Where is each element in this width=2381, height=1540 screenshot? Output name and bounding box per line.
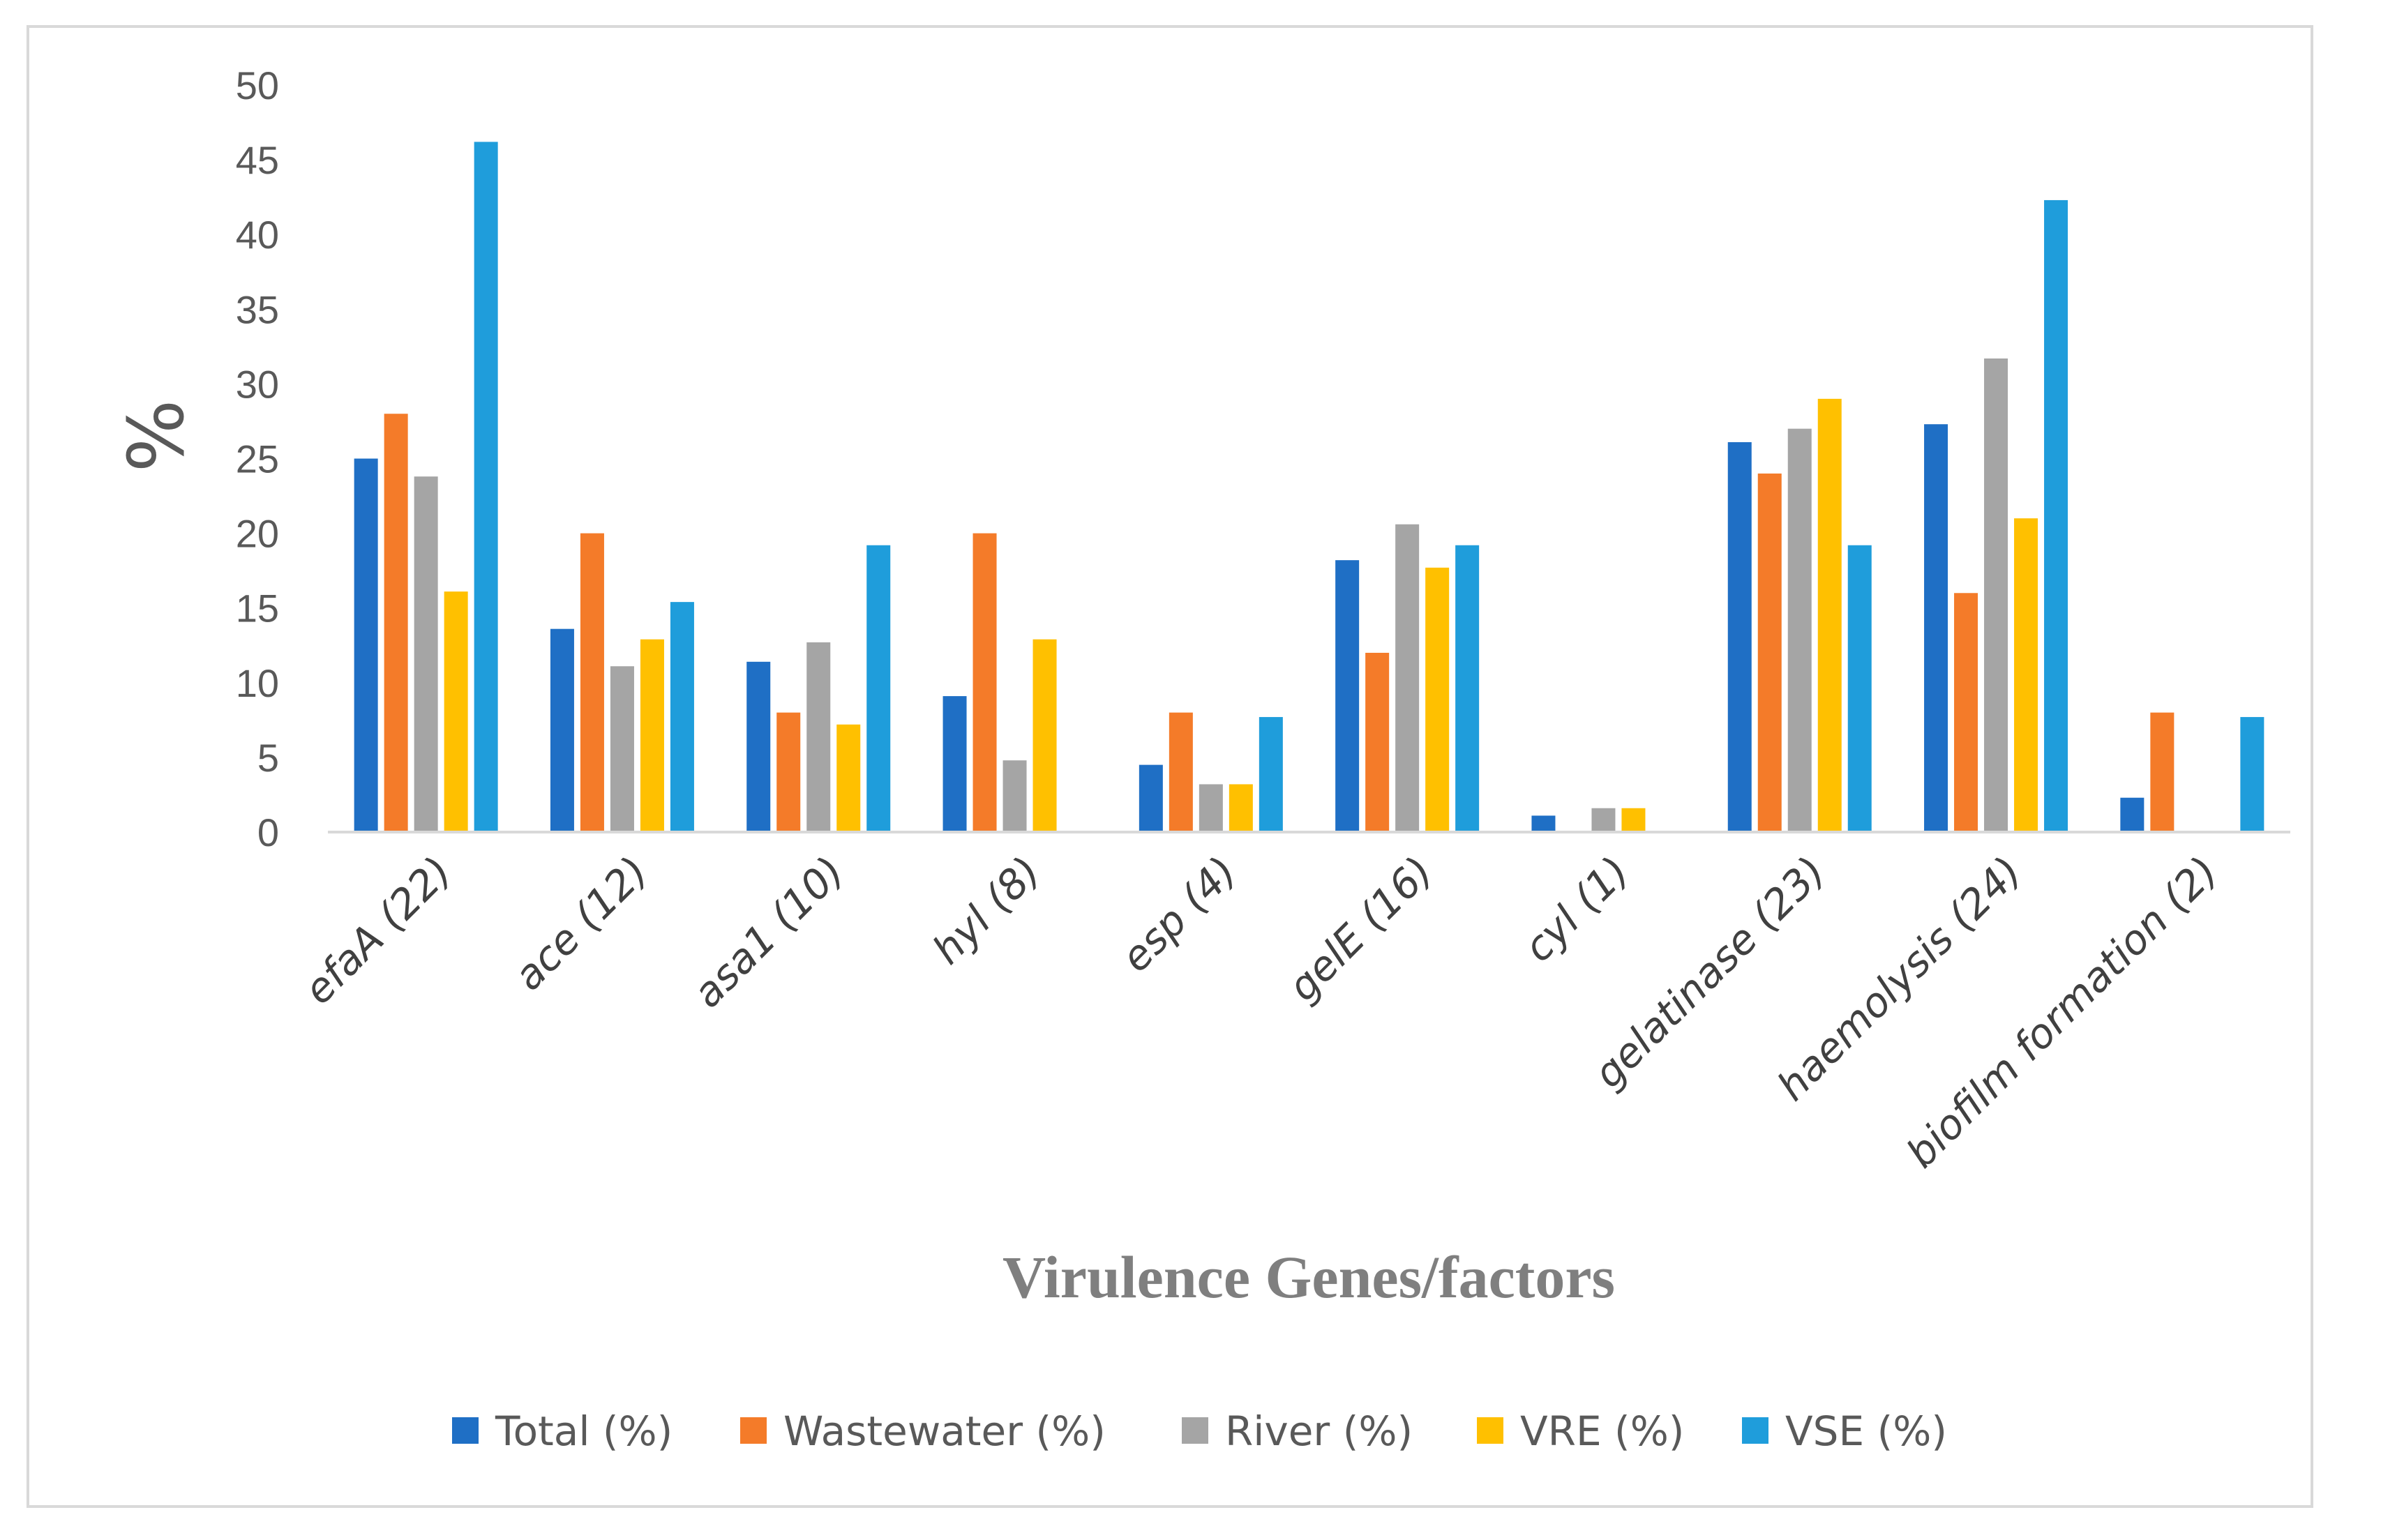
legend-swatch bbox=[452, 1417, 479, 1444]
x-category-label: ace (12) bbox=[505, 847, 657, 999]
bar-wastewater bbox=[1169, 712, 1193, 832]
bar-vre bbox=[1229, 784, 1253, 832]
bar-total bbox=[746, 661, 771, 832]
bar-vse bbox=[1847, 545, 1872, 832]
bar-wastewater bbox=[580, 533, 604, 832]
x-category-label: biofilm formation (2) bbox=[1898, 847, 2228, 1177]
bar-wastewater bbox=[384, 414, 408, 832]
bar-total bbox=[550, 628, 574, 832]
bar-river bbox=[1395, 524, 1420, 832]
legend-label: VSE (%) bbox=[1785, 1407, 1947, 1455]
bar-vre bbox=[444, 591, 468, 832]
bar-total bbox=[1139, 764, 1163, 832]
bar-wastewater bbox=[1954, 593, 1978, 832]
bar-river bbox=[806, 642, 831, 832]
bar-total bbox=[1335, 560, 1360, 832]
bar-vse bbox=[2240, 717, 2264, 832]
bar-vse bbox=[2044, 199, 2068, 833]
bar-river bbox=[1199, 784, 1223, 832]
legend: Total (%) Wastewater (%) River (%) VRE (%) V… bbox=[452, 1407, 1947, 1455]
bar-total bbox=[354, 458, 378, 832]
bar-vre bbox=[836, 724, 861, 832]
bar-vse bbox=[1259, 717, 1283, 832]
bar-total bbox=[2120, 797, 2145, 832]
bar-wastewater bbox=[776, 712, 801, 832]
bar-vse bbox=[866, 545, 891, 832]
bar-vse bbox=[670, 602, 694, 832]
x-category-label: esp (4) bbox=[1112, 847, 1246, 981]
y-tick-label: 35 bbox=[236, 287, 279, 331]
bar-total bbox=[1531, 815, 1556, 832]
bar-river bbox=[414, 476, 438, 832]
y-tick-label: 50 bbox=[236, 63, 279, 107]
bar-wastewater bbox=[2150, 712, 2175, 832]
y-tick-label: 5 bbox=[257, 736, 279, 780]
legend-label: VRE (%) bbox=[1520, 1407, 1684, 1455]
bar-total bbox=[942, 696, 967, 832]
legend-swatch bbox=[740, 1417, 767, 1444]
y-tick-label: 40 bbox=[236, 213, 279, 257]
bar-vse bbox=[1455, 545, 1480, 832]
bar-vre bbox=[1425, 567, 1450, 832]
y-axis-title: % bbox=[112, 400, 201, 473]
legend-swatch bbox=[1477, 1417, 1503, 1444]
bar-wastewater bbox=[972, 533, 997, 832]
bar-river bbox=[610, 666, 634, 832]
x-axis-categories: efaA (22) ace (12) asa1 (10) hyl (8) esp (4)… bbox=[294, 847, 2227, 1177]
y-axis-ticks: 0 5 10 15 20 25 30 35 40 45 50 bbox=[236, 63, 279, 854]
bar-river bbox=[1002, 760, 1027, 832]
y-tick-label: 0 bbox=[257, 810, 279, 854]
bar-river bbox=[1787, 428, 1812, 832]
x-category-label: gelE (16) bbox=[1279, 847, 1442, 1011]
bar-river bbox=[1984, 358, 2008, 832]
bars bbox=[354, 142, 2264, 833]
bar-vse bbox=[474, 142, 498, 832]
y-tick-label: 30 bbox=[236, 362, 279, 406]
y-tick-label: 20 bbox=[236, 512, 279, 556]
x-category-label: hyl (8) bbox=[924, 847, 1050, 974]
bar-river bbox=[1591, 808, 1616, 832]
legend-label: River (%) bbox=[1225, 1407, 1413, 1455]
x-category-label: efaA (22) bbox=[294, 847, 460, 1013]
x-category-label: asa1 (10) bbox=[684, 847, 853, 1017]
legend-swatch bbox=[1182, 1417, 1208, 1444]
legend-label: Total (%) bbox=[495, 1407, 673, 1455]
bar-wastewater bbox=[1757, 473, 1782, 832]
y-tick-label: 15 bbox=[236, 587, 279, 631]
bar-wastewater bbox=[1365, 652, 1390, 832]
legend-label: Wastewater (%) bbox=[783, 1407, 1106, 1455]
x-category-label: cyl (1) bbox=[1515, 847, 1638, 971]
bar-vre bbox=[1621, 808, 1646, 832]
y-tick-label: 25 bbox=[236, 437, 279, 481]
bar-total bbox=[1727, 441, 1752, 832]
y-tick-label: 10 bbox=[236, 661, 279, 705]
legend-swatch bbox=[1742, 1417, 1768, 1444]
bar-total bbox=[1924, 424, 1948, 832]
bar-vre bbox=[640, 639, 664, 832]
x-axis-title: Virulence Genes/factors bbox=[1002, 1244, 1615, 1311]
y-tick-label: 45 bbox=[236, 138, 279, 182]
bar-vre bbox=[1032, 639, 1057, 832]
bar-vre bbox=[2014, 518, 2038, 832]
bar-vre bbox=[1817, 398, 1842, 832]
